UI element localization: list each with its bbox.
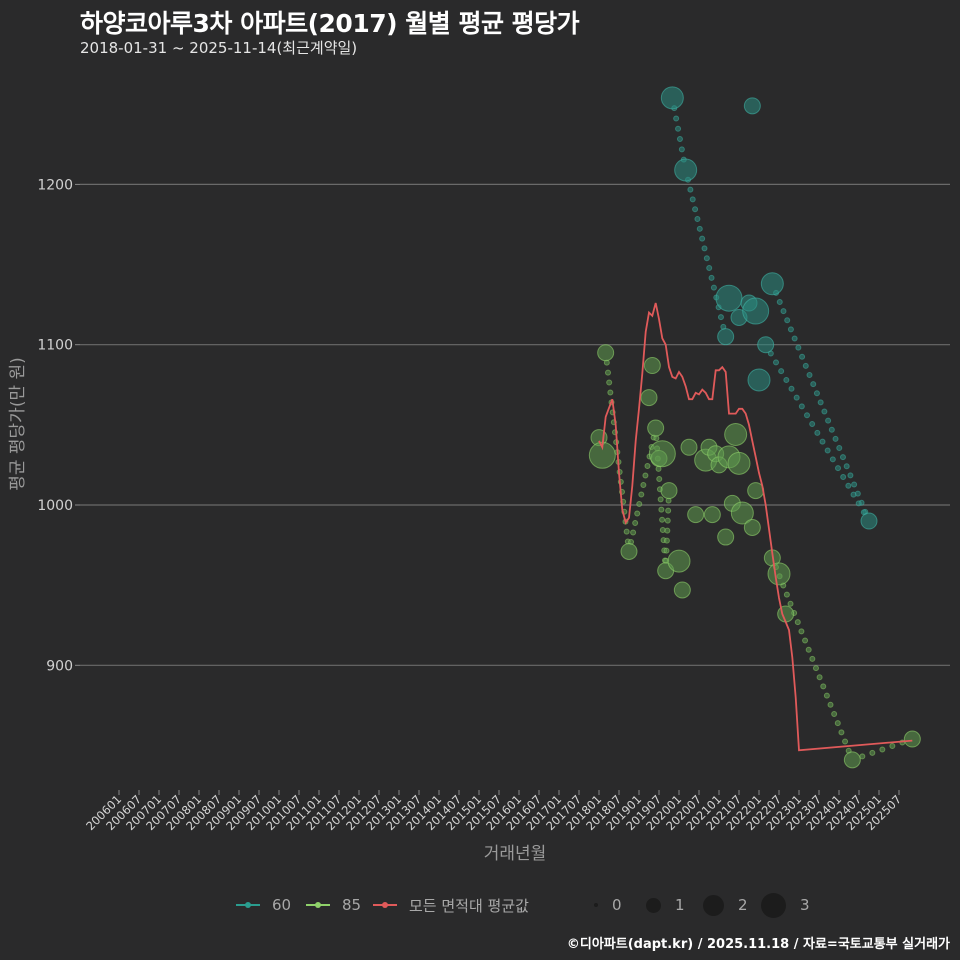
x-axis-title: 거래년월: [484, 844, 547, 864]
legend-size-label: 3: [800, 896, 810, 914]
size-dot-icon: [703, 894, 724, 916]
legend-item-average[interactable]: 모든 면적대 평균값: [373, 890, 529, 920]
series-60-markers: [660, 86, 878, 530]
data-point: [743, 97, 761, 115]
series-85-markers: [588, 344, 921, 769]
data-point: [703, 506, 721, 524]
legend-size-label: 1: [675, 896, 685, 914]
legend: 60 85 모든 면적대 평균값 0 1 2 3: [0, 890, 960, 920]
y-axis-ticks: 900 1000 1100 1200: [37, 177, 80, 674]
data-point: [715, 284, 743, 312]
svg-text:900: 900: [46, 658, 73, 674]
data-point: [860, 512, 878, 530]
data-point: [717, 328, 735, 346]
data-point: [757, 336, 775, 354]
legend-size-label: 0: [612, 896, 622, 914]
data-point: [767, 562, 791, 586]
data-point: [648, 440, 676, 468]
data-point: [717, 528, 735, 546]
svg-text:1200: 1200: [37, 177, 73, 193]
footer-credit: ©디아파트(dapt.kr) / 2025.11.18 / 자료=국토교통부 실…: [566, 937, 950, 952]
data-point: [760, 272, 784, 296]
average-line: [598, 302, 913, 752]
data-point: [730, 501, 754, 525]
data-point: [680, 438, 698, 456]
legend-line-icon: [373, 902, 397, 908]
size-dot-icon: [761, 892, 786, 918]
legend-line-icon: [236, 902, 260, 908]
legend-size-2: 2: [703, 890, 748, 920]
legend-label: 60: [272, 896, 292, 914]
y-gridlines: [80, 183, 950, 666]
data-point: [843, 751, 861, 769]
chart-title: 하양코아루3차 아파트(2017) 월별 평균 평당가: [80, 9, 580, 38]
x-axis-ticks: 2006012006072007012007072008012008072009…: [83, 790, 904, 833]
data-point: [743, 518, 761, 536]
data-point: [674, 158, 698, 182]
data-point: [673, 581, 691, 599]
svg-text:1000: 1000: [37, 498, 73, 514]
data-point: [903, 730, 921, 748]
legend-line-icon: [306, 902, 330, 908]
data-point: [640, 389, 658, 407]
data-point: [597, 344, 615, 362]
data-point: [747, 368, 771, 392]
svg-text:1100: 1100: [37, 338, 73, 354]
y-axis-title: 평균 평당가(만 원): [8, 357, 28, 491]
data-point: [620, 542, 638, 560]
data-point: [742, 297, 770, 325]
size-dot-icon: [646, 897, 661, 913]
legend-size-0: 0: [592, 890, 622, 920]
data-point: [667, 549, 691, 573]
data-point: [643, 357, 661, 375]
chart-subtitle: 2018-01-31 ~ 2025-11-14(최근계약일): [80, 39, 358, 57]
legend-label: 85: [342, 896, 362, 914]
data-point: [660, 482, 678, 500]
legend-label: 모든 면적대 평균값: [409, 896, 529, 915]
data-point: [687, 506, 705, 524]
legend-size-3: 3: [761, 890, 810, 920]
data-point: [727, 451, 751, 475]
data-point: [647, 419, 665, 437]
legend-size-1: 1: [646, 890, 685, 920]
data-point: [724, 422, 748, 446]
size-dot-icon: [594, 903, 598, 907]
legend-item-85[interactable]: 85: [306, 890, 361, 920]
legend-size-label: 2: [738, 896, 748, 914]
data-point: [660, 86, 684, 110]
legend-item-60[interactable]: 60: [236, 890, 291, 920]
data-point: [777, 605, 795, 623]
